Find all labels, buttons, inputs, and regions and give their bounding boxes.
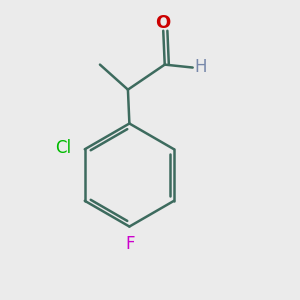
Text: Cl: Cl [55, 139, 71, 157]
Text: O: O [155, 14, 170, 32]
Text: F: F [125, 235, 135, 253]
Text: H: H [195, 58, 207, 76]
